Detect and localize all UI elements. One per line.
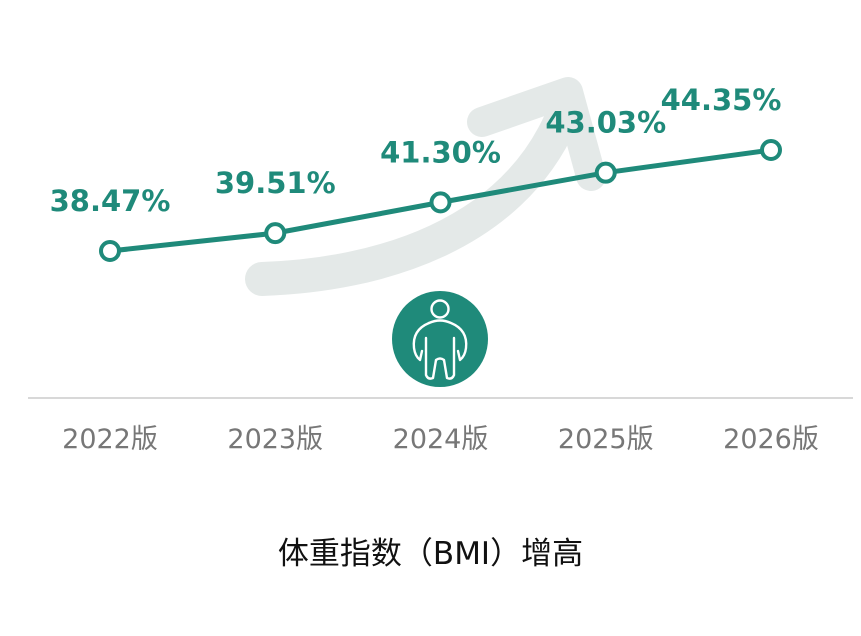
data-label: 44.35% bbox=[661, 83, 782, 117]
series-layer bbox=[99, 139, 782, 262]
person-icon-badge bbox=[392, 291, 488, 387]
trend-up-arrow-icon bbox=[245, 103, 578, 296]
data-point bbox=[594, 161, 617, 184]
icon-badge-circle bbox=[392, 291, 488, 387]
x-axis-ticks: 2022版 2023版 2024版 2025版 2026版 bbox=[62, 424, 819, 455]
background-layer bbox=[245, 77, 606, 296]
data-point bbox=[99, 240, 121, 262]
x-tick-label: 2023版 bbox=[227, 424, 323, 455]
person-body-icon bbox=[412, 299, 468, 380]
data-label: 41.30% bbox=[380, 135, 501, 169]
data-labels: 38.47% 39.51% 41.30% 43.03%44.35% bbox=[50, 83, 782, 218]
x-tick-label: 2026版 bbox=[723, 424, 819, 455]
trend-up-arrow-head bbox=[467, 77, 606, 191]
data-point bbox=[429, 191, 452, 214]
x-tick-label: 2022版 bbox=[62, 424, 158, 455]
data-label: 39.51% bbox=[215, 166, 336, 200]
x-tick-label: 2025版 bbox=[558, 424, 654, 455]
data-point bbox=[760, 139, 782, 161]
data-label: 43.03% bbox=[545, 106, 666, 140]
x-tick-label: 2024版 bbox=[393, 424, 489, 455]
chart-caption: 体重指数（BMI）增高 bbox=[277, 536, 584, 572]
data-label: 38.47% bbox=[50, 184, 171, 218]
data-point bbox=[264, 222, 287, 245]
